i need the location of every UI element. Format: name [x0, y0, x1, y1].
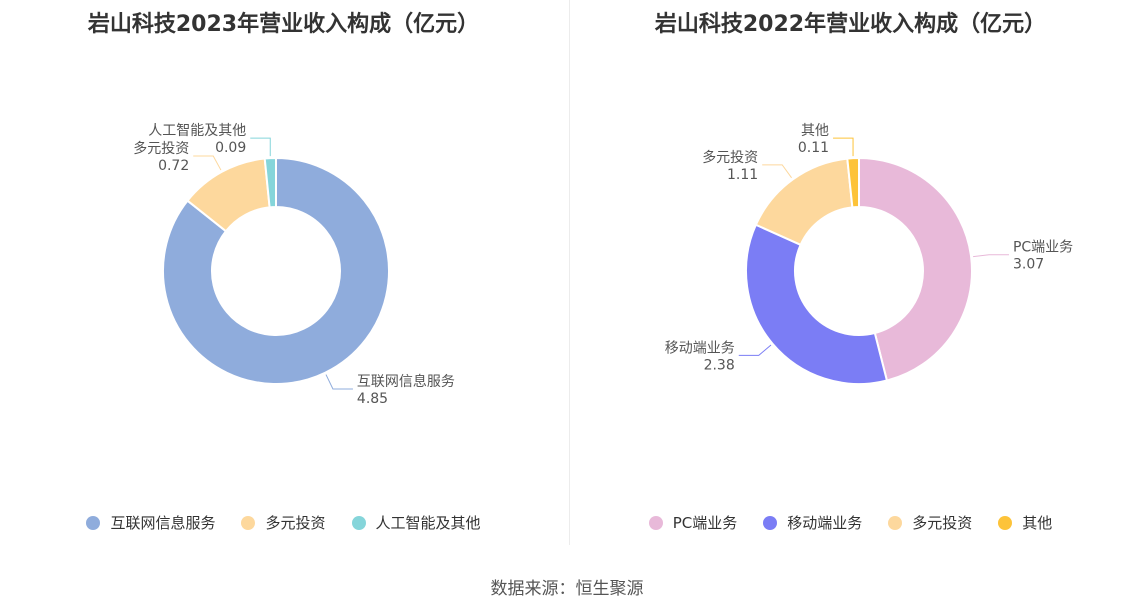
slice-value-1-1: 2.38 [704, 357, 735, 373]
donut-slice-0-0[interactable] [162, 156, 390, 385]
slice-value-0-0: 4.85 [357, 391, 388, 407]
slice-label-0-2: 人工智能及其他 [148, 123, 246, 139]
leader-line-0-2 [250, 137, 271, 157]
slice-value-1-0: 3.07 [1013, 257, 1044, 273]
leader-line-0-0 [325, 374, 353, 390]
legend-label: 其他 [1022, 514, 1053, 532]
donut-slice-1-0[interactable] [858, 156, 973, 382]
legend-dot-icon [763, 515, 778, 530]
slice-label-1-0: PC端业务 [1013, 240, 1073, 256]
leader-line-1-2 [762, 164, 792, 179]
chart-title-2023: 岩山科技2023年营业收入构成（亿元） [87, 12, 480, 37]
legend-label: 人工智能及其他 [375, 514, 481, 532]
legend-dot-icon [86, 515, 101, 530]
legend-dot-icon [998, 515, 1013, 530]
panel-divider [569, 0, 570, 545]
leader-line-1-0 [973, 254, 1009, 258]
legend-2022: PC端业务 移动端业务 多元投资 其他 [567, 512, 1134, 533]
donut-slice-1-3[interactable] [846, 156, 860, 209]
legend-dot-icon [241, 515, 256, 530]
legend-item-1-3[interactable]: 其他 [998, 512, 1052, 533]
donut-slice-0-2[interactable] [263, 156, 277, 209]
legend-label: 多元投资 [265, 514, 326, 532]
legend-item-1-2[interactable]: 多元投资 [888, 512, 972, 533]
legend-label: PC端业务 [672, 514, 738, 532]
slice-value-0-2: 0.09 [215, 140, 246, 156]
leader-line-1-3 [833, 137, 854, 157]
donut-slice-1-2[interactable] [754, 157, 854, 247]
slice-value-0-1: 0.72 [158, 158, 189, 174]
legend-label: 互联网信息服务 [110, 514, 216, 532]
legend-dot-icon [888, 515, 903, 530]
slice-value-1-3: 0.11 [798, 140, 829, 156]
legend-label: 多元投资 [912, 514, 973, 532]
slice-label-1-2: 多元投资 [702, 149, 758, 166]
slice-value-1-2: 1.11 [727, 167, 758, 183]
legend-dot-icon [351, 515, 366, 530]
slice-label-1-1: 移动端业务 [665, 340, 735, 356]
legend-item-0-1[interactable]: 多元投资 [241, 512, 326, 533]
slice-label-0-1: 多元投资 [133, 140, 189, 157]
legend-item-0-0[interactable]: 互联网信息服务 [86, 512, 215, 533]
legend-item-0-2[interactable]: 人工智能及其他 [351, 512, 481, 533]
slice-label-0-0: 互联网信息服务 [357, 373, 455, 390]
data-source: 数据来源：恒生聚源 [490, 579, 644, 599]
leader-line-1-1 [738, 344, 772, 356]
legend-2023: 互联网信息服务 多元投资 人工智能及其他 [0, 512, 567, 533]
leader-line-0-1 [193, 155, 222, 171]
legend-item-1-1[interactable]: 移动端业务 [763, 512, 862, 533]
legend-dot-icon [648, 515, 663, 530]
donut-slice-1-1[interactable] [745, 223, 889, 385]
legend-label: 移动端业务 [787, 514, 863, 532]
slice-label-1-3: 其他 [801, 123, 829, 139]
legend-item-1-0[interactable]: PC端业务 [648, 512, 738, 533]
chart-title-2022: 岩山科技2022年营业收入构成（亿元） [654, 12, 1047, 37]
